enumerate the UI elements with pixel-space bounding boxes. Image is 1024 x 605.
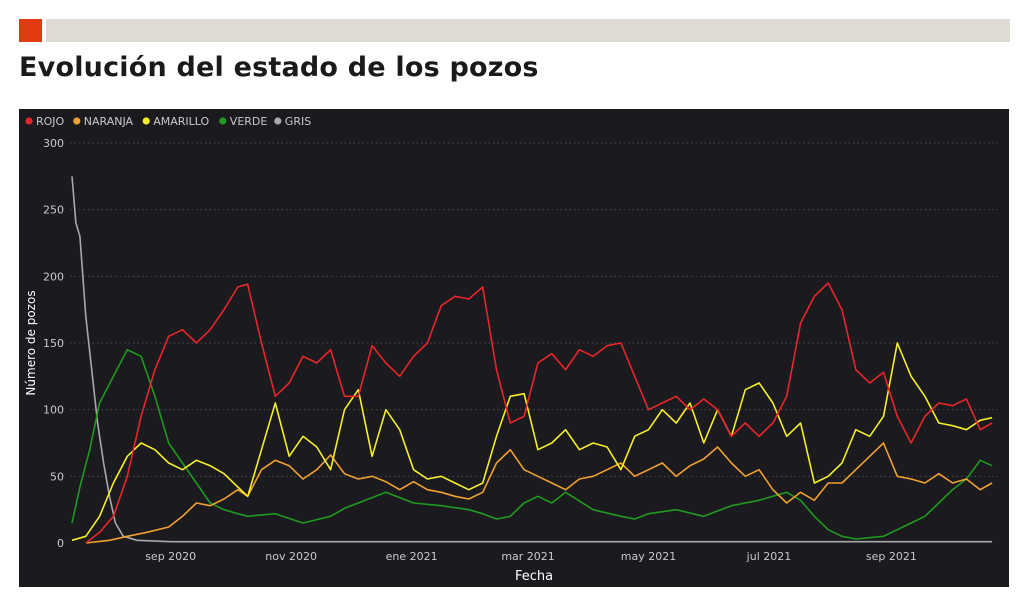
chart-panel: 0 50 100 150 200 250 300 sep 2020 nov 2020 ene 20… — [19, 109, 1009, 587]
legend-label-rojo: ROJO — [36, 115, 65, 128]
legend-label-gris: GRIS — [285, 115, 311, 128]
y-tick-label: 250 — [43, 204, 64, 217]
y-tick-label: 150 — [43, 337, 64, 350]
y-tick-label: 300 — [43, 137, 64, 150]
y-tick-label: 0 — [57, 537, 64, 550]
y-tick-label: 50 — [50, 470, 64, 483]
legend-marker-naranja — [73, 117, 81, 125]
legend-label-verde: VERDE — [230, 115, 268, 128]
line-chart: 0 50 100 150 200 250 300 sep 2020 nov 2020 ene 20… — [24, 115, 998, 584]
x-tick-label: sep 2021 — [866, 550, 917, 563]
series-line-amarillo — [71, 342, 993, 542]
page-title: Evolución del estado de los pozos — [19, 52, 539, 83]
accent-square — [19, 19, 42, 42]
x-tick-label: sep 2020 — [145, 550, 196, 563]
x-tick-label: may 2021 — [621, 550, 676, 563]
x-tick-label: jul 2021 — [746, 550, 792, 563]
y-axis-title: Número de pozos — [24, 290, 38, 395]
header-bar — [46, 19, 1010, 42]
y-tick-label: 100 — [43, 404, 64, 417]
legend-label-naranja: NARANJA — [84, 115, 134, 128]
x-tick-label: nov 2020 — [265, 550, 317, 563]
legend-marker-amarillo — [142, 117, 150, 125]
series-line-naranja — [85, 442, 993, 544]
x-axis-title: Fecha — [515, 569, 553, 584]
series-line-gris — [71, 176, 993, 543]
series-line-verde — [71, 348, 993, 540]
x-tick-label: ene 2021 — [386, 550, 438, 563]
y-tick-label: 200 — [43, 270, 64, 283]
legend-marker-rojo — [25, 117, 33, 125]
legend-marker-gris — [274, 117, 282, 125]
x-tick-label: mar 2021 — [501, 550, 554, 563]
legend-label-amarillo: AMARILLO — [153, 115, 209, 128]
legend-marker-verde — [219, 117, 227, 125]
series-line-rojo — [85, 282, 993, 544]
